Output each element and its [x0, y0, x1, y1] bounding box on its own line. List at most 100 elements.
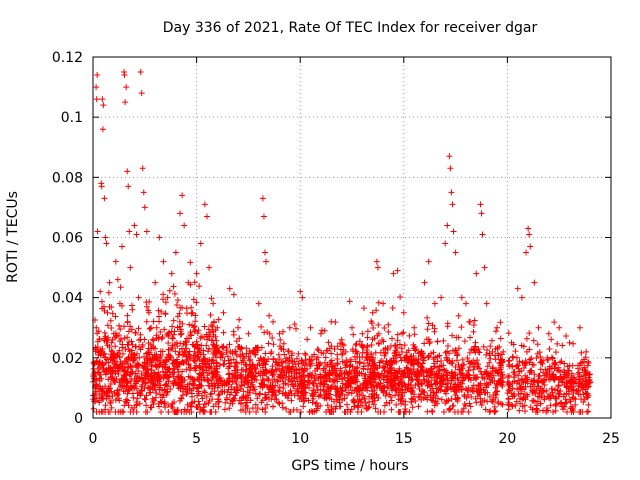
data-point — [557, 400, 564, 407]
data-point — [448, 189, 455, 196]
y-tick-label: 0.12 — [52, 50, 83, 66]
data-point — [576, 383, 583, 390]
data-point — [100, 303, 107, 310]
data-point — [179, 192, 186, 199]
data-point — [375, 299, 382, 306]
data-point — [159, 368, 166, 375]
data-point — [428, 350, 435, 357]
data-point — [185, 279, 192, 286]
data-point — [493, 382, 500, 389]
data-point — [127, 382, 134, 389]
data-point — [276, 356, 283, 363]
data-point — [209, 396, 216, 403]
data-point — [581, 396, 588, 403]
data-point — [482, 406, 489, 413]
data-point — [444, 385, 451, 392]
data-point — [236, 316, 243, 323]
data-point — [124, 390, 131, 397]
data-point — [308, 374, 315, 381]
data-point — [336, 396, 343, 403]
data-point — [443, 355, 450, 362]
data-point — [200, 351, 207, 358]
data-point — [528, 355, 535, 362]
data-point — [282, 357, 289, 364]
data-point — [153, 363, 160, 370]
data-point — [169, 335, 176, 342]
data-point — [516, 395, 523, 402]
data-point — [489, 365, 496, 372]
data-point — [244, 379, 251, 386]
data-point — [186, 367, 193, 374]
data-point — [531, 371, 538, 378]
data-point — [424, 314, 431, 321]
data-point — [428, 366, 435, 373]
data-point — [397, 294, 404, 301]
data-point — [125, 183, 132, 190]
data-point — [420, 376, 427, 383]
data-point — [168, 328, 175, 335]
data-point — [240, 388, 247, 395]
data-point — [134, 374, 140, 381]
data-point — [449, 332, 456, 339]
data-point — [385, 373, 392, 380]
data-point — [153, 335, 160, 342]
data-point — [383, 399, 390, 406]
data-point — [106, 393, 113, 400]
data-point — [552, 407, 559, 414]
data-point — [121, 323, 128, 330]
data-point — [171, 377, 178, 384]
data-point — [278, 345, 285, 352]
data-point — [103, 240, 110, 247]
data-point — [189, 341, 196, 348]
data-point — [360, 305, 367, 312]
data-point — [583, 348, 590, 355]
data-point — [523, 249, 530, 256]
data-point — [245, 353, 252, 360]
data-point — [509, 353, 516, 360]
data-point — [399, 386, 406, 393]
data-point — [494, 369, 501, 376]
data-point — [471, 363, 478, 370]
data-point — [262, 366, 269, 373]
data-point — [190, 296, 197, 303]
data-point — [143, 402, 150, 409]
data-point — [455, 361, 462, 368]
data-point — [521, 408, 528, 415]
data-point — [405, 385, 412, 392]
data-point — [148, 363, 155, 370]
data-point — [142, 396, 149, 403]
data-point — [478, 401, 485, 408]
data-point — [297, 288, 304, 295]
data-point — [210, 319, 217, 326]
data-point — [440, 366, 447, 373]
data-point — [392, 342, 399, 349]
data-point — [513, 398, 520, 405]
data-point — [150, 401, 157, 408]
data-point — [522, 383, 529, 390]
data-point — [302, 389, 309, 396]
data-point — [318, 379, 325, 386]
data-point — [407, 388, 414, 395]
data-point — [558, 375, 565, 382]
data-point — [123, 359, 130, 366]
data-point — [561, 382, 568, 389]
data-point — [247, 370, 254, 377]
data-point — [204, 377, 211, 384]
data-point — [235, 324, 242, 331]
data-point — [337, 340, 344, 347]
data-point — [370, 324, 377, 331]
data-point — [205, 326, 212, 333]
data-point — [442, 240, 449, 247]
data-point — [240, 366, 247, 373]
data-point — [279, 363, 286, 370]
data-point — [418, 363, 425, 370]
data-point — [152, 345, 159, 352]
data-point — [208, 322, 215, 329]
data-point — [536, 372, 543, 379]
data-point — [434, 338, 441, 345]
data-point — [447, 383, 454, 390]
data-point — [445, 397, 452, 404]
data-point — [106, 279, 113, 286]
data-point — [237, 397, 244, 404]
data-point — [337, 346, 344, 353]
